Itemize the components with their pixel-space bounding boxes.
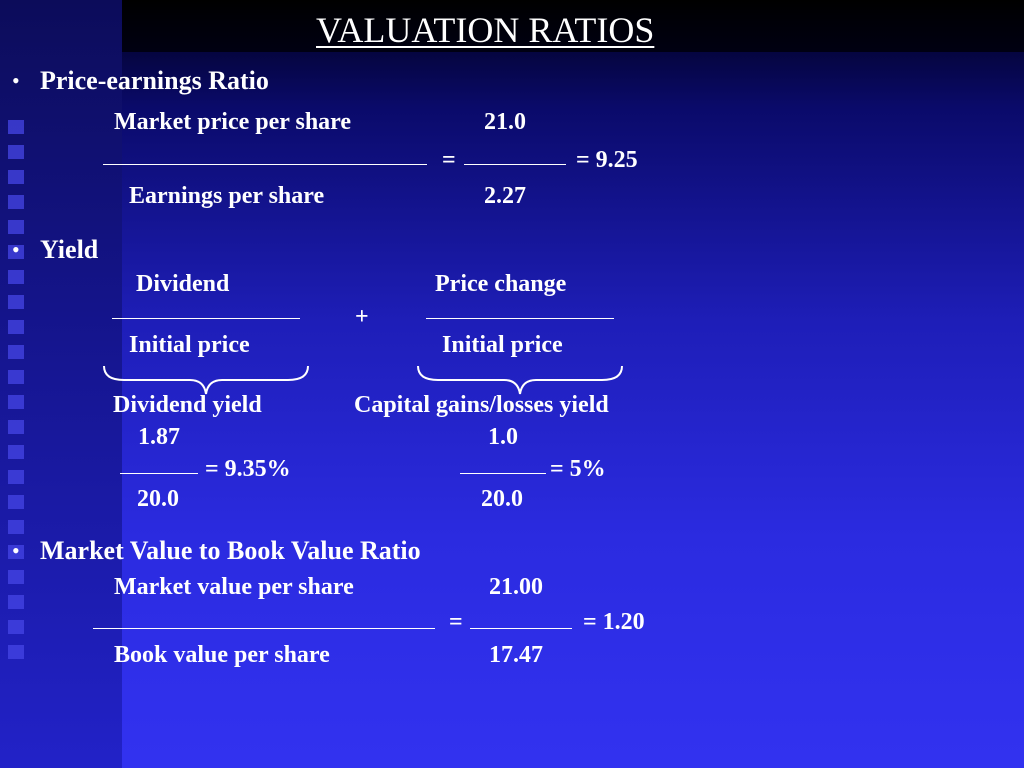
pe-numerator-label: Market price per share <box>114 109 352 135</box>
pe-fraction-line <box>103 164 427 165</box>
slide-title: VALUATION RATIOS <box>316 10 655 50</box>
mb-numerator-label: Market value per share <box>114 574 354 600</box>
yield-heading: Yield <box>40 235 99 264</box>
mb-result: = 1.20 <box>583 609 645 635</box>
mb-fraction-line <box>93 628 435 629</box>
bullet-icon: • <box>12 538 20 563</box>
dy-result: = 9.35% <box>205 456 291 482</box>
yield-plus: + <box>355 304 369 330</box>
cg-denominator: 20.0 <box>481 486 523 512</box>
decorative-squares <box>8 120 28 670</box>
yield-right-fraction-line <box>426 318 614 319</box>
pe-numerator-value: 21.0 <box>484 109 526 135</box>
dividend-yield-label: Dividend yield <box>113 392 262 418</box>
mb-heading: Market Value to Book Value Ratio <box>40 536 421 565</box>
pe-denominator-label: Earnings per share <box>129 183 325 209</box>
bullet-icon: • <box>12 68 20 93</box>
dy-fraction-line <box>120 473 198 474</box>
yield-left-fraction-line <box>112 318 300 319</box>
pe-denominator-value: 2.27 <box>484 183 526 209</box>
cg-numerator: 1.0 <box>488 424 518 450</box>
mb-value-line <box>470 628 572 629</box>
pe-equals: = <box>442 147 456 173</box>
right-brace-icon <box>417 365 623 395</box>
left-brace-icon <box>103 365 309 395</box>
title-band <box>0 0 1024 52</box>
dy-denominator: 20.0 <box>137 486 179 512</box>
yield-left-initial-price: Initial price <box>129 332 250 358</box>
dy-numerator: 1.87 <box>138 424 180 450</box>
cg-fraction-line <box>460 473 546 474</box>
mb-denominator-label: Book value per share <box>114 642 330 668</box>
bullet-icon: • <box>12 237 20 262</box>
mb-equals: = <box>449 609 463 635</box>
yield-dividend: Dividend <box>136 271 230 297</box>
pe-result: = 9.25 <box>576 147 638 173</box>
mb-numerator-value: 21.00 <box>489 574 543 600</box>
cg-result: = 5% <box>550 456 606 482</box>
yield-right-initial-price: Initial price <box>442 332 563 358</box>
capital-gains-label: Capital gains/losses yield <box>354 392 609 418</box>
yield-price-change: Price change <box>435 271 567 297</box>
mb-denominator-value: 17.47 <box>489 642 543 668</box>
pe-heading: Price-earnings Ratio <box>40 66 269 95</box>
pe-value-line <box>464 164 566 165</box>
